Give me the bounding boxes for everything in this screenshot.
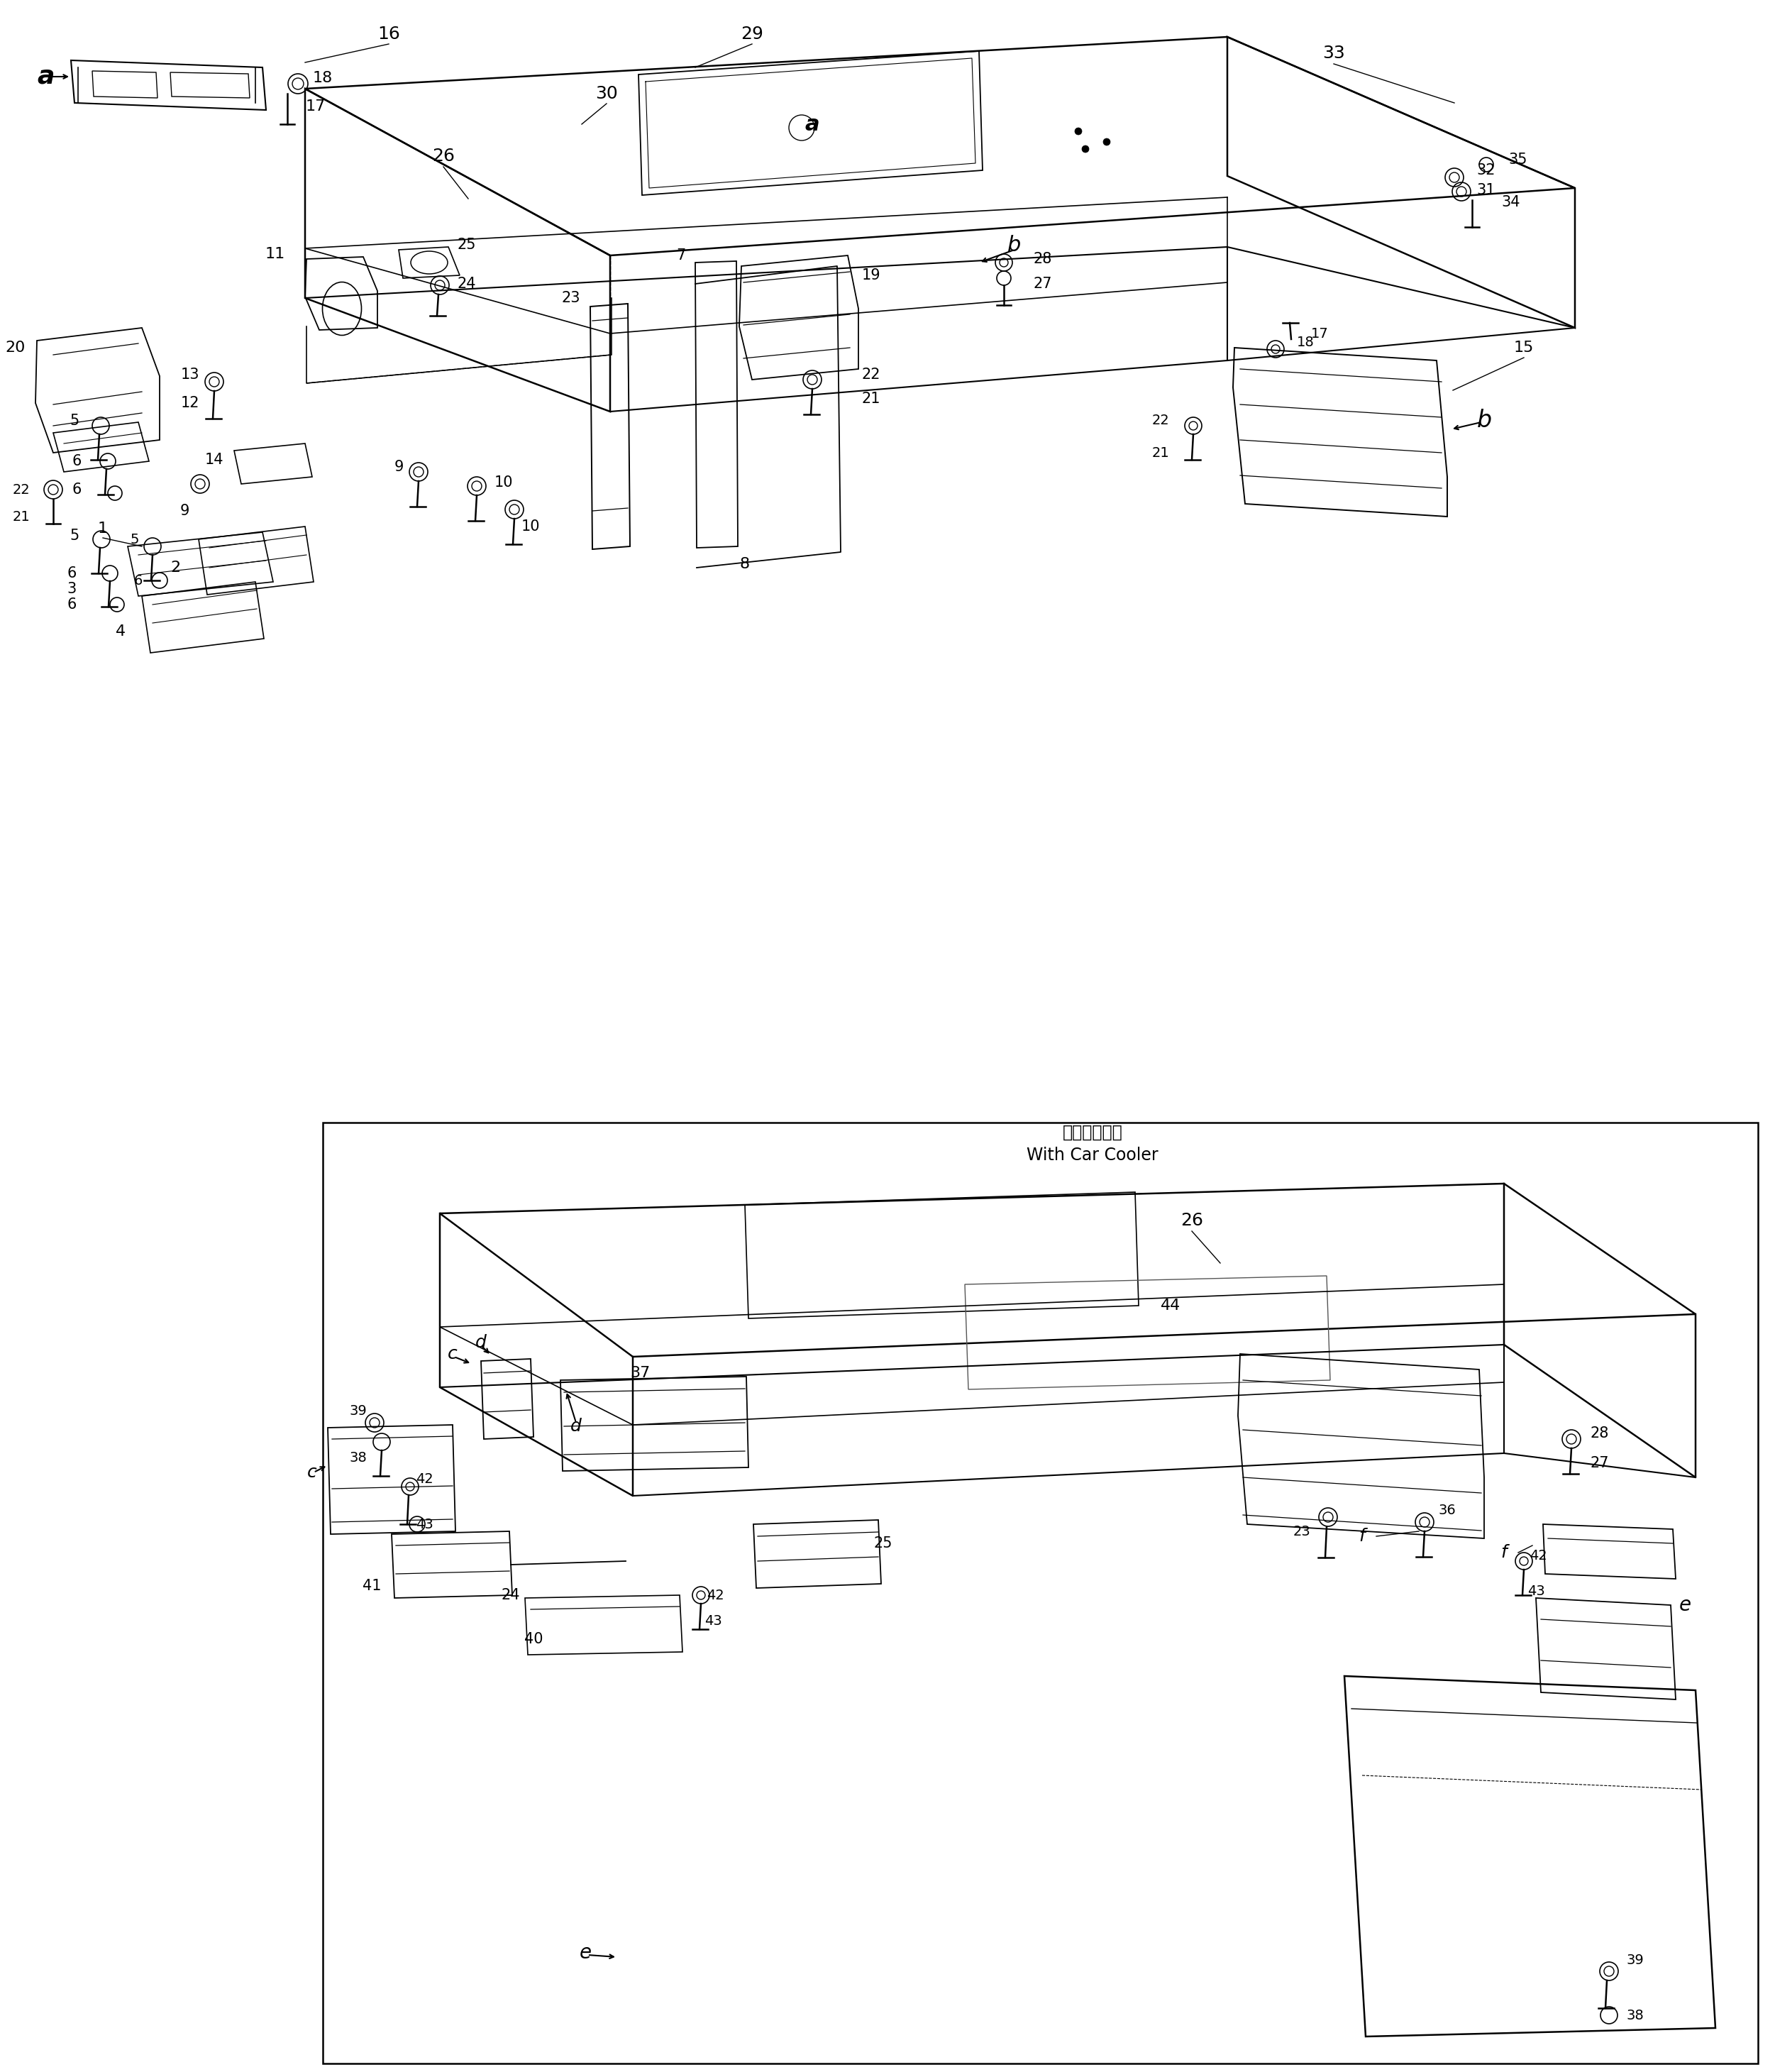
Text: 17: 17	[305, 99, 327, 114]
Text: 32: 32	[1477, 164, 1496, 178]
Text: 29: 29	[740, 25, 763, 44]
Text: e: e	[1679, 1595, 1692, 1614]
Text: 42: 42	[415, 1473, 433, 1486]
Text: 43: 43	[705, 1614, 722, 1629]
Text: 28: 28	[1590, 1426, 1610, 1440]
Text: 6: 6	[133, 574, 142, 586]
Text: 13: 13	[181, 367, 199, 381]
Text: 39: 39	[350, 1405, 367, 1417]
Text: 23: 23	[561, 290, 580, 305]
Text: 18: 18	[1296, 336, 1314, 348]
Text: 7: 7	[676, 249, 685, 263]
Text: 39: 39	[1626, 1954, 1644, 1966]
Text: 25: 25	[873, 1535, 893, 1550]
Text: 31: 31	[1477, 182, 1496, 197]
Text: 27: 27	[1033, 278, 1053, 290]
Text: b: b	[1008, 234, 1021, 255]
Text: 34: 34	[1502, 195, 1521, 209]
Text: 4: 4	[115, 624, 126, 638]
Circle shape	[1104, 139, 1109, 145]
Text: 8: 8	[740, 557, 749, 572]
Text: 2: 2	[170, 562, 181, 574]
Text: 9: 9	[179, 503, 190, 518]
Text: 6: 6	[67, 597, 76, 611]
Text: 1: 1	[98, 522, 108, 537]
Text: e: e	[579, 1944, 591, 1962]
Text: 20: 20	[5, 340, 25, 354]
Text: 9: 9	[394, 460, 403, 474]
Text: 38: 38	[350, 1452, 367, 1465]
Text: 15: 15	[1514, 340, 1534, 354]
Text: f: f	[1502, 1544, 1507, 1560]
Text: 23: 23	[1292, 1525, 1310, 1537]
Text: 26: 26	[431, 147, 454, 164]
Text: 3: 3	[67, 582, 76, 597]
Text: 28: 28	[1033, 253, 1053, 265]
Circle shape	[1083, 145, 1090, 153]
Text: a: a	[806, 114, 820, 135]
Text: 22: 22	[1152, 412, 1170, 427]
Text: 19: 19	[861, 267, 880, 282]
Text: 38: 38	[1626, 2008, 1644, 2022]
Text: 44: 44	[1161, 1299, 1180, 1314]
Text: 6: 6	[73, 454, 82, 468]
Text: f: f	[1360, 1527, 1365, 1546]
Text: 6: 6	[67, 566, 76, 580]
Text: d: d	[476, 1334, 486, 1351]
Text: 17: 17	[1310, 327, 1328, 340]
Text: 27: 27	[1590, 1457, 1610, 1471]
Text: カークーラ付: カークーラ付	[1063, 1123, 1122, 1142]
Text: 36: 36	[1438, 1504, 1456, 1517]
Text: 24: 24	[501, 1587, 520, 1602]
Text: With Car Cooler: With Car Cooler	[1026, 1146, 1159, 1164]
Text: 21: 21	[1152, 445, 1170, 460]
Text: 22: 22	[863, 367, 880, 381]
Text: 14: 14	[204, 452, 224, 466]
Text: 21: 21	[863, 392, 880, 406]
Text: 42: 42	[706, 1589, 724, 1602]
Text: b: b	[1477, 408, 1491, 431]
Text: 5: 5	[130, 533, 138, 547]
Text: d: d	[570, 1417, 582, 1434]
Text: a: a	[37, 64, 55, 89]
Text: 16: 16	[378, 25, 399, 44]
Text: 25: 25	[458, 238, 476, 253]
Text: 10: 10	[493, 474, 513, 489]
Text: 35: 35	[1509, 153, 1528, 166]
Text: c: c	[307, 1465, 318, 1481]
Text: 10: 10	[522, 520, 540, 535]
Text: 43: 43	[1526, 1585, 1544, 1598]
Text: 6: 6	[73, 483, 82, 497]
Text: c: c	[447, 1345, 458, 1363]
Text: 11: 11	[264, 247, 286, 261]
Text: 5: 5	[69, 414, 80, 429]
Text: 37: 37	[630, 1365, 650, 1380]
Text: 43: 43	[415, 1517, 433, 1531]
Text: 41: 41	[362, 1579, 382, 1593]
Circle shape	[1076, 128, 1083, 135]
Text: 12: 12	[181, 396, 199, 410]
Text: 42: 42	[1530, 1548, 1546, 1562]
Text: 26: 26	[1180, 1212, 1203, 1229]
Text: 21: 21	[12, 510, 30, 524]
Text: 18: 18	[312, 70, 334, 85]
Text: 33: 33	[1322, 46, 1345, 62]
Text: 24: 24	[458, 278, 476, 290]
Text: 22: 22	[12, 483, 30, 497]
Text: 40: 40	[524, 1633, 543, 1647]
Text: 5: 5	[69, 528, 80, 543]
Text: 30: 30	[595, 85, 618, 102]
